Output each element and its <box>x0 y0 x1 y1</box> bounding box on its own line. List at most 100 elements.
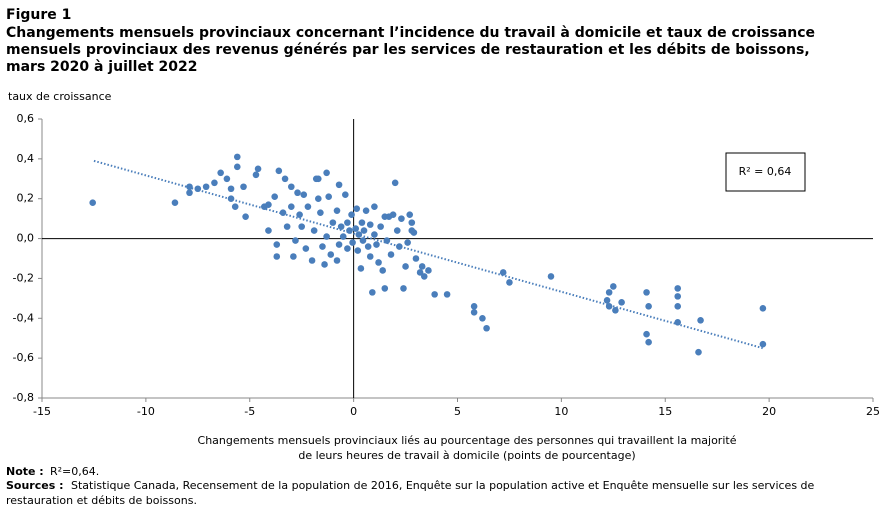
x-tick-label: -15 <box>33 405 51 418</box>
point <box>362 207 370 214</box>
point <box>211 179 218 187</box>
point <box>357 265 365 272</box>
point <box>431 291 438 298</box>
point <box>339 233 347 240</box>
x-tick-label: -5 <box>244 405 255 418</box>
x-tick-label: 10 <box>554 405 568 418</box>
point <box>483 324 490 332</box>
point <box>300 191 308 199</box>
point <box>412 255 420 262</box>
y-tick-label: 0,4 <box>17 152 35 165</box>
point <box>697 316 704 324</box>
point <box>290 253 297 260</box>
point <box>373 241 380 248</box>
point <box>371 231 378 238</box>
point <box>294 189 301 197</box>
point <box>470 303 478 310</box>
point <box>242 213 249 220</box>
point <box>358 219 366 226</box>
point <box>233 163 241 171</box>
point <box>506 279 513 286</box>
chart-title: mars 2020 à juillet 2022 <box>6 59 198 75</box>
note-label: Note : <box>6 465 44 478</box>
point <box>406 211 414 218</box>
point <box>612 307 619 314</box>
point <box>273 253 281 260</box>
point <box>323 169 330 177</box>
y-tick-label: -0,6 <box>13 351 34 364</box>
point <box>605 289 613 296</box>
point <box>645 303 652 310</box>
trendline <box>93 159 764 350</box>
x-tick-label: 20 <box>762 405 776 418</box>
point <box>393 227 401 234</box>
point <box>364 243 372 250</box>
y-tick-label: 0,0 <box>17 232 35 245</box>
point <box>89 199 96 206</box>
point <box>202 183 210 191</box>
point <box>674 293 682 300</box>
point <box>359 237 367 244</box>
sources-label: Sources : <box>6 479 64 492</box>
point <box>643 289 650 296</box>
point <box>352 225 360 232</box>
point <box>443 291 451 298</box>
point <box>425 267 432 274</box>
point <box>186 189 193 197</box>
point <box>310 227 318 234</box>
point <box>674 303 682 310</box>
point <box>348 211 355 218</box>
point <box>416 269 424 276</box>
point <box>379 267 387 274</box>
point <box>369 289 376 296</box>
point <box>547 273 555 280</box>
x-tick-label: 0 <box>350 405 357 418</box>
point <box>308 257 316 264</box>
point <box>273 241 281 248</box>
point <box>674 285 682 292</box>
x-tick-label: -10 <box>137 405 155 418</box>
point <box>281 175 289 183</box>
point <box>302 245 310 252</box>
point <box>375 259 382 266</box>
point <box>398 215 405 222</box>
point <box>304 203 312 210</box>
point <box>317 209 324 216</box>
point <box>381 285 389 292</box>
point <box>479 314 486 322</box>
point <box>254 165 262 173</box>
point <box>171 199 179 206</box>
point <box>349 239 356 246</box>
point <box>321 261 328 268</box>
point <box>275 167 283 175</box>
point <box>335 241 343 248</box>
point <box>227 185 235 193</box>
point <box>387 251 395 258</box>
point <box>759 305 767 312</box>
point <box>603 297 611 304</box>
point <box>335 181 343 189</box>
point <box>315 195 322 203</box>
point <box>346 227 353 234</box>
point <box>404 239 411 246</box>
point <box>292 237 299 244</box>
point <box>377 223 384 230</box>
y-tick-label: -0,4 <box>13 311 34 324</box>
point <box>271 193 278 201</box>
sources-text: restauration et débits de boissons. <box>6 494 197 507</box>
point <box>400 285 407 292</box>
x-axis-label: Changements mensuels provinciaux liés au… <box>198 434 737 447</box>
point <box>499 269 507 276</box>
point <box>391 179 399 187</box>
point <box>408 219 416 226</box>
y-tick-label: -0,2 <box>13 271 34 284</box>
chart-title: mensuels provinciaux des revenus générés… <box>6 42 810 58</box>
point <box>288 183 295 191</box>
point <box>327 251 335 258</box>
point <box>323 233 330 240</box>
point <box>233 153 241 161</box>
point <box>354 247 362 254</box>
point <box>344 219 351 226</box>
point <box>279 209 287 216</box>
point <box>333 257 341 264</box>
